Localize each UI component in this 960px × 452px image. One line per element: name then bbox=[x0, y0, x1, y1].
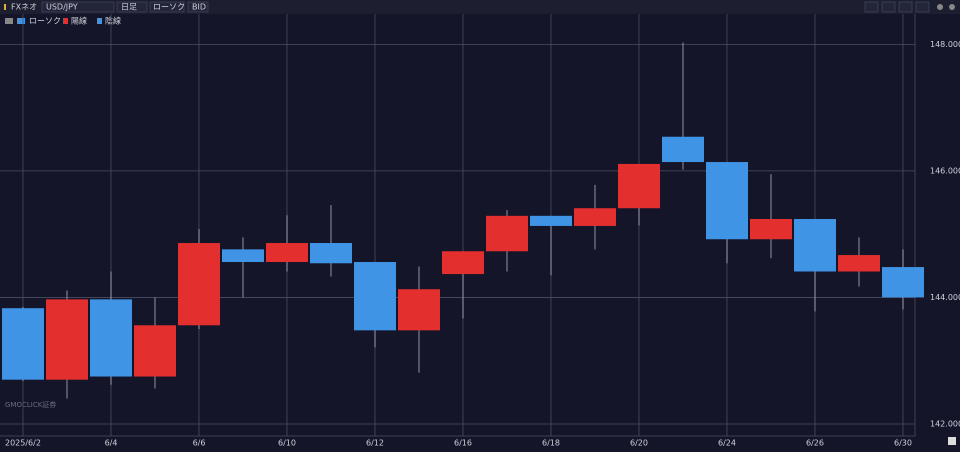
legend-icon bbox=[5, 18, 13, 24]
x-tick-label: 2025/6/2 bbox=[5, 439, 41, 448]
x-tick-label: 6/10 bbox=[278, 439, 296, 448]
candle-body bbox=[178, 243, 220, 326]
candle-body bbox=[706, 162, 748, 240]
candle-body bbox=[442, 251, 484, 275]
x-tick-label: 6/18 bbox=[542, 439, 560, 448]
legend-label: 陰線 bbox=[105, 16, 121, 26]
candle-body bbox=[310, 243, 352, 264]
toolbar bbox=[0, 0, 960, 14]
app-name: FXネオ bbox=[11, 3, 37, 12]
tool-button[interactable] bbox=[881, 1, 896, 13]
price: BID bbox=[192, 3, 206, 12]
x-tick-label: 6/4 bbox=[105, 439, 118, 448]
candle-body bbox=[662, 136, 704, 163]
candle-body bbox=[134, 325, 176, 377]
candle-body bbox=[398, 289, 440, 331]
legend-label: 陽線 bbox=[71, 16, 87, 26]
candle-body bbox=[882, 267, 924, 298]
candle-body bbox=[530, 215, 572, 226]
candle-body bbox=[574, 208, 616, 226]
y-tick-label: 142.000 bbox=[930, 419, 960, 428]
tool-button[interactable] bbox=[864, 1, 879, 13]
resize-button[interactable] bbox=[948, 437, 956, 445]
app-marker bbox=[4, 4, 6, 10]
y-tick-label: 148.000 bbox=[930, 40, 960, 49]
x-tick-label: 6/12 bbox=[366, 439, 384, 448]
period-select[interactable] bbox=[116, 1, 148, 13]
price-select[interactable] bbox=[187, 1, 209, 13]
x-tick-label: 6/30 bbox=[894, 439, 912, 448]
style: ローソク bbox=[153, 3, 185, 12]
pair-select[interactable] bbox=[41, 1, 115, 13]
style-select[interactable] bbox=[149, 1, 185, 13]
y-tick-label: 144.000 bbox=[930, 293, 960, 302]
tool-button[interactable] bbox=[915, 1, 930, 13]
legend-title: ローソク bbox=[29, 17, 61, 26]
legend-swatch bbox=[63, 18, 68, 24]
pair: USD/JPY bbox=[46, 3, 78, 12]
close-button[interactable] bbox=[949, 4, 955, 10]
y-tick-label: 146.000 bbox=[930, 166, 960, 175]
x-tick-label: 6/26 bbox=[806, 439, 824, 448]
watermark: GMOCLICK証券 bbox=[5, 400, 56, 409]
candle-body bbox=[838, 255, 880, 272]
x-tick-label: 6/6 bbox=[193, 439, 206, 448]
period: 日足 bbox=[121, 3, 137, 12]
settings-button[interactable] bbox=[937, 4, 943, 10]
candle-body bbox=[2, 308, 44, 380]
x-tick-label: 6/16 bbox=[454, 439, 472, 448]
legend-icon bbox=[17, 18, 25, 24]
candle-body bbox=[90, 299, 132, 377]
candle-body bbox=[618, 163, 660, 209]
candle-body bbox=[486, 215, 528, 252]
legend-swatch bbox=[97, 18, 102, 24]
candle-body bbox=[266, 243, 308, 263]
candle-body bbox=[222, 249, 264, 263]
candle-body bbox=[794, 218, 836, 272]
x-tick-label: 6/24 bbox=[718, 439, 736, 448]
candle-body bbox=[750, 218, 792, 240]
x-tick-label: 6/20 bbox=[630, 439, 648, 448]
tool-button[interactable] bbox=[898, 1, 913, 13]
candle-body bbox=[46, 299, 88, 380]
candle-body bbox=[354, 262, 396, 331]
